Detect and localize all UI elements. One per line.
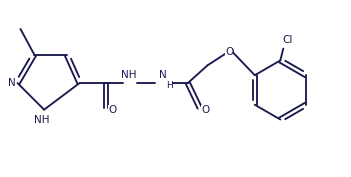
Text: Cl: Cl [282, 35, 292, 45]
Text: O: O [225, 47, 233, 57]
Text: NH: NH [121, 70, 137, 80]
Text: NH: NH [34, 115, 50, 125]
Text: O: O [225, 47, 233, 57]
Text: O: O [201, 105, 210, 115]
Text: H: H [166, 81, 172, 90]
Text: N: N [8, 78, 15, 88]
Text: N: N [159, 70, 167, 80]
Text: O: O [108, 105, 116, 115]
